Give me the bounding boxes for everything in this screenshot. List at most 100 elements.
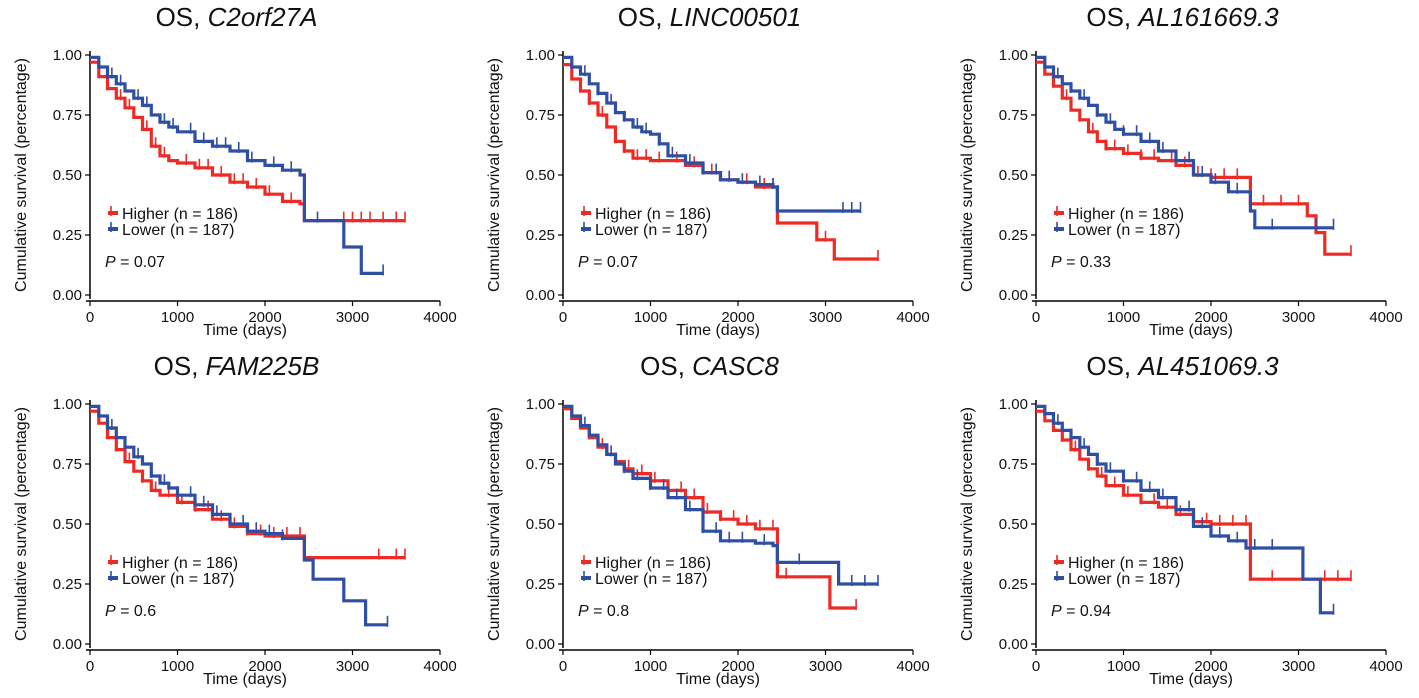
x-tick-label: 3000 (1282, 309, 1315, 326)
p-value: = 0.07 (116, 254, 165, 271)
x-tick-label: 2000 (1194, 658, 1227, 675)
p-value: = 0.6 (116, 603, 157, 620)
title-gene: FAM225B (205, 351, 320, 381)
p-value-text: P = 0.94 (1051, 603, 1111, 620)
title-prefix: OS, (155, 2, 208, 32)
x-tick-label: 2000 (721, 658, 754, 675)
y-tick-label: 0.25 (999, 227, 1028, 244)
y-tick-label: 1.00 (526, 396, 555, 413)
y-tick-label: 1.00 (53, 47, 82, 64)
legend-label-higher: Higher (n = 186) (595, 555, 711, 572)
y-tick-label: 0.75 (526, 456, 555, 473)
x-tick-label: 1000 (1107, 309, 1140, 326)
y-tick-label: 0.50 (526, 516, 555, 533)
km-chart-svg: 0.00 0.25 0.50 0.75 1.00 0 1000 2000 3000 4000 Tim… (13, 396, 457, 688)
panel-title: OS, AL161669.3 (946, 2, 1419, 33)
km-chart-svg: 0.00 0.25 0.50 0.75 1.00 0 1000 2000 3000 4000 Tim… (959, 396, 1403, 688)
y-axis-label: Cumulative survival (percentage) (959, 58, 976, 292)
title-prefix: OS, (153, 351, 206, 381)
km-chart-svg: 0.00 0.25 0.50 0.75 1.00 0 1000 2000 3000 4000 Tim… (486, 47, 930, 339)
legend-label-lower: Lower (n = 187) (122, 222, 235, 239)
legend-label-higher: Higher (n = 186) (122, 206, 238, 223)
panel-title: OS, CASC8 (473, 351, 946, 382)
x-axis-label: Time (days) (1149, 322, 1233, 339)
title-prefix: OS, (1086, 2, 1139, 32)
km-curve-lower (90, 55, 384, 275)
y-tick-label: 1.00 (999, 396, 1028, 413)
x-axis-label: Time (days) (203, 322, 287, 339)
x-tick-label: 4000 (423, 309, 456, 326)
x-tick-label: 4000 (1369, 309, 1402, 326)
title-prefix: OS, (1086, 351, 1139, 381)
km-curve-higher (90, 60, 405, 223)
x-tick-label: 4000 (896, 309, 929, 326)
x-axis-label: Time (days) (676, 671, 760, 688)
title-prefix: OS, (617, 2, 670, 32)
km-chart-svg: 0.00 0.25 0.50 0.75 1.00 0 1000 2000 3000 4000 Tim… (13, 47, 457, 339)
y-tick-label: 0.00 (999, 636, 1028, 653)
y-axis-label: Cumulative survival (percentage) (959, 407, 976, 641)
x-tick-label: 2000 (721, 309, 754, 326)
y-tick-label: 0.75 (53, 107, 82, 124)
y-tick-label: 0.50 (526, 167, 555, 184)
y-tick-label: 1.00 (526, 47, 555, 64)
p-value-symbol: P (1051, 603, 1062, 620)
x-tick-label: 2000 (248, 309, 281, 326)
km-curve-lower (563, 55, 861, 213)
title-prefix: OS, (640, 351, 693, 381)
km-panel-al451069-3: OS, AL451069.3 0.00 0.25 0.50 0.75 1.00 0 1000 2… (946, 349, 1419, 698)
legend-label-higher: Higher (n = 186) (1068, 555, 1184, 572)
y-tick-label: 0.50 (53, 516, 82, 533)
y-tick-label: 1.00 (999, 47, 1028, 64)
km-panel-al161669-3: OS, AL161669.3 0.00 0.25 0.50 0.75 1.00 0 1000 2… (946, 0, 1419, 349)
km-panel-c2orf27a: OS, C2orf27A 0.00 0.25 0.50 0.75 1.00 0 1000 200… (0, 0, 473, 349)
x-tick-label: 3000 (809, 658, 842, 675)
x-tick-label: 1000 (161, 658, 194, 675)
p-value-symbol: P (578, 603, 589, 620)
y-tick-label: 0.00 (526, 636, 555, 653)
y-tick-label: 0.50 (999, 167, 1028, 184)
km-panel-casc8: OS, CASC8 0.00 0.25 0.50 0.75 1.00 0 1000 2000 30… (473, 349, 946, 698)
x-tick-label: 4000 (423, 658, 456, 675)
p-value-text: P = 0.33 (1051, 254, 1111, 271)
km-curve-higher (90, 409, 405, 560)
x-tick-label: 0 (86, 309, 94, 326)
x-tick-label: 0 (1032, 309, 1040, 326)
y-tick-label: 0.75 (999, 107, 1028, 124)
legend-label-higher: Higher (n = 186) (595, 206, 711, 223)
p-value-symbol: P (578, 254, 589, 271)
km-curve-lower (90, 404, 388, 627)
legend-label-higher: Higher (n = 186) (122, 555, 238, 572)
panel-title: OS, C2orf27A (0, 2, 473, 33)
x-tick-label: 0 (559, 309, 567, 326)
p-value-text: P = 0.6 (105, 603, 156, 620)
y-axis-label: Cumulative survival (percentage) (13, 407, 30, 641)
p-value: = 0.8 (589, 603, 630, 620)
x-tick-label: 2000 (248, 658, 281, 675)
title-gene: LINC00501 (669, 2, 802, 32)
p-value-text: P = 0.07 (578, 254, 638, 271)
x-tick-label: 0 (1032, 658, 1040, 675)
legend-label-lower: Lower (n = 187) (595, 222, 708, 239)
y-axis-label: Cumulative survival (percentage) (486, 58, 503, 292)
x-axis-label: Time (days) (203, 671, 287, 688)
km-panel-linc00501: OS, LINC00501 0.00 0.25 0.50 0.75 1.00 0 1000 20… (473, 0, 946, 349)
p-value: = 0.07 (589, 254, 638, 271)
y-axis-label: Cumulative survival (percentage) (486, 407, 503, 641)
title-gene: C2orf27A (207, 2, 318, 32)
x-tick-label: 3000 (336, 309, 369, 326)
title-gene: AL161669.3 (1138, 2, 1279, 32)
y-tick-label: 0.00 (999, 287, 1028, 304)
x-tick-label: 3000 (336, 658, 369, 675)
km-panel-fam225b: OS, FAM225B 0.00 0.25 0.50 0.75 1.00 0 1000 2000… (0, 349, 473, 698)
p-value-text: P = 0.8 (578, 603, 629, 620)
x-tick-label: 0 (559, 658, 567, 675)
p-value-symbol: P (105, 254, 116, 271)
panel-title: OS, FAM225B (0, 351, 473, 382)
km-chart-svg: 0.00 0.25 0.50 0.75 1.00 0 1000 2000 3000 4000 Tim… (486, 396, 930, 688)
km-chart-svg: 0.00 0.25 0.50 0.75 1.00 0 1000 2000 3000 4000 Tim… (959, 47, 1403, 339)
y-tick-label: 0.00 (53, 287, 82, 304)
legend-label-lower: Lower (n = 187) (1068, 571, 1181, 588)
y-tick-label: 0.50 (53, 167, 82, 184)
x-tick-label: 1000 (634, 309, 667, 326)
